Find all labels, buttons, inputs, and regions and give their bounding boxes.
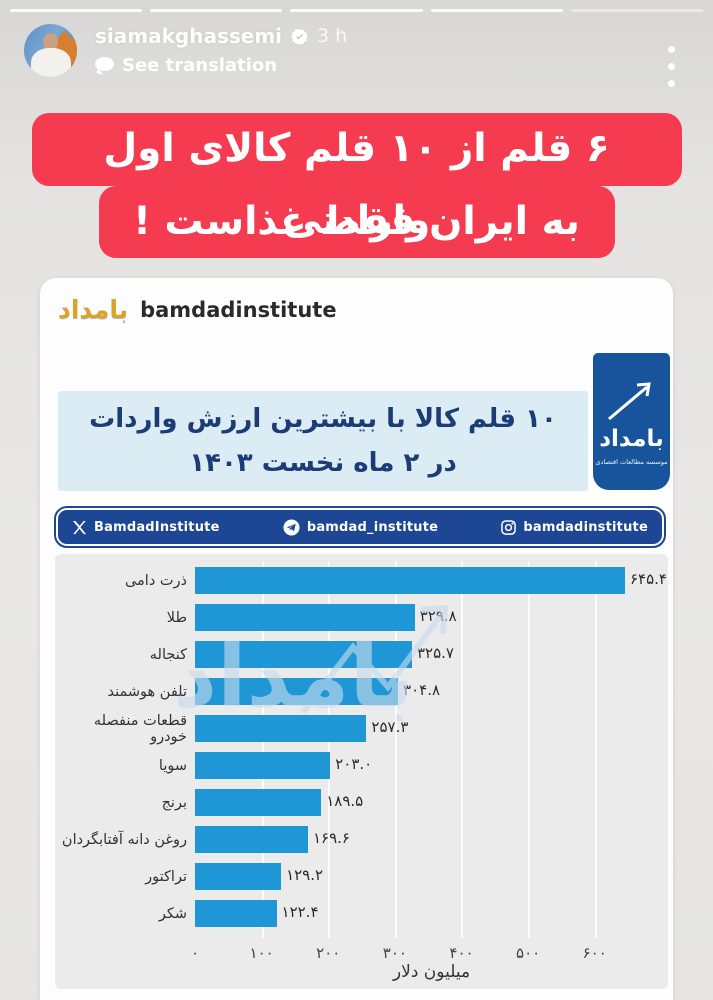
chart-gridlines — [195, 562, 668, 938]
category-label: طلا — [166, 609, 187, 626]
instagram-handle: bamdadinstitute — [501, 520, 648, 535]
bar-row: ذرت دامی ۶۴۵.۴ — [55, 562, 668, 599]
value-label: ۱۲۹.۲ — [286, 866, 324, 884]
progress-segment — [10, 9, 143, 12]
x-axis-ticks: ۰ ۱۰۰ ۲۰۰ ۳۰۰ ۴۰۰ ۵۰۰ ۶۰۰ — [191, 944, 668, 964]
bar — [195, 863, 282, 890]
story-header: siamakghassemi 3 h See translation — [24, 24, 699, 77]
value-label: ۳۲۹.۸ — [419, 607, 457, 625]
value-label: ۳۰۴.۸ — [403, 681, 441, 699]
story-timestamp: 3 h — [317, 25, 348, 47]
account-name: bamdadinstitute — [140, 298, 337, 322]
progress-segment — [570, 9, 704, 12]
x-tick-label: ۳۰۰ — [382, 944, 407, 962]
verified-badge-icon — [291, 28, 309, 45]
bar-row: قطعات منفصله خودرو ۲۵۷.۳ — [55, 710, 668, 747]
logo-arrow-icon — [608, 382, 651, 421]
x-tick-label: ۵۰۰ — [516, 944, 541, 962]
value-label: ۱۸۹.۵ — [326, 792, 364, 810]
infographic-card: بامداد bamdadinstitute ۱۰ قلم کالا با بی… — [40, 278, 673, 1000]
bar-row: برنج ۱۸۹.۵ — [55, 784, 668, 821]
story-options-menu[interactable] — [668, 46, 675, 87]
banner-line-1: ۶ قلم از ۱۰ قلم کالای اول وارادتی — [31, 113, 682, 243]
progress-segment — [150, 9, 283, 12]
category-label: روغن دانه آفتابگردان — [61, 831, 187, 848]
bar-row: سویا ۲۰۳.۰ — [55, 747, 668, 784]
x-tick-label: ۰ — [190, 944, 200, 962]
x-tick-label: ۴۰۰ — [449, 944, 474, 962]
category-label: ذرت دامی — [124, 572, 187, 589]
bar-row: کنجاله ۳۲۵.۷ — [55, 636, 668, 673]
bamdad-logo: بامداد — [58, 295, 129, 324]
x-tick-label: ۱۰۰ — [249, 944, 274, 962]
chart-title-line-1: ۱۰ قلم کالا با بیشترین ارزش واردات — [89, 404, 557, 434]
category-label: تلفن هوشمند — [107, 683, 187, 700]
logo-block-caption: موسسه مطالعات اقتصادی — [595, 458, 668, 466]
x-axis-label: میلیون دلار — [392, 962, 471, 982]
value-label: ۱۶۹.۶ — [312, 829, 350, 847]
x-tick-label: ۶۰۰ — [582, 944, 607, 962]
category-label: قطعات منفصله خودرو — [93, 712, 187, 745]
bar — [195, 678, 399, 705]
bar-chart: ذرت دامی ۶۴۵.۴ طلا ۳۲۹.۸ کنجاله ۳۲۵.۷ تلفن هوش… — [55, 554, 668, 989]
bar-row: طلا ۳۲۹.۸ — [55, 599, 668, 636]
progress-segment — [430, 9, 563, 12]
value-label: ۱۲۲.۴ — [281, 903, 319, 921]
twitter-handle: BamdadInstitute — [72, 520, 220, 535]
value-label: ۶۴۵.۴ — [629, 570, 667, 588]
chart-title-line-2: در ۲ ماه نخست ۱۴۰۳ — [189, 448, 457, 478]
category-label: برنج — [161, 794, 187, 811]
telegram-icon — [283, 518, 300, 536]
bar — [195, 567, 625, 594]
bar-row: شکر ۱۲۲.۴ — [55, 895, 668, 932]
bamdad-logo-block: بامداد موسسه مطالعات اقتصادی — [593, 353, 670, 490]
bar — [195, 641, 412, 668]
x-twitter-icon — [72, 520, 87, 534]
bar — [195, 715, 367, 742]
telegram-handle: bamdad_institute — [283, 518, 438, 536]
value-label: ۳۲۵.۷ — [416, 644, 454, 662]
social-bar: BamdadInstitute bamdad_institute bamdadi… — [54, 506, 666, 548]
bar — [195, 789, 322, 816]
translation-bubble-icon — [95, 57, 114, 75]
value-label: ۲۵۷.۳ — [371, 718, 409, 736]
story-text-sticker: ۶ قلم از ۱۰ قلم کالای اول وارادتی به ایر… — [0, 113, 713, 258]
category-label: کنجاله — [149, 646, 187, 663]
bar-row: تراکتور ۱۲۹.۲ — [55, 858, 668, 895]
banner-line-2: به ایران فقط غذاست ! — [98, 186, 615, 258]
bar-row: تلفن هوشمند ۳۰۴.۸ — [55, 673, 668, 710]
bar — [195, 900, 277, 927]
bar-rows: ذرت دامی ۶۴۵.۴ طلا ۳۲۹.۸ کنجاله ۳۲۵.۷ تلفن هوش… — [55, 562, 668, 932]
bar-row: روغن دانه آفتابگردان ۱۶۹.۶ — [55, 821, 668, 858]
category-label: سویا — [158, 757, 187, 774]
username[interactable]: siamakghassemi — [95, 24, 283, 48]
logo-block-text: بامداد — [599, 426, 664, 452]
category-label: تراکتور — [145, 868, 187, 885]
chart-title-box: ۱۰ قلم کالا با بیشترین ارزش واردات در ۲ … — [58, 391, 588, 491]
category-label: شکر — [158, 905, 187, 922]
bar — [195, 826, 308, 853]
bar — [195, 752, 331, 779]
story-progress-bar — [10, 9, 704, 12]
progress-segment — [290, 9, 423, 12]
value-label: ۲۰۳.۰ — [335, 755, 373, 773]
bar — [195, 604, 415, 631]
x-tick-label: ۲۰۰ — [316, 944, 341, 962]
see-translation-button[interactable]: See translation — [95, 55, 347, 76]
avatar[interactable] — [24, 24, 77, 77]
instagram-icon — [501, 519, 517, 535]
